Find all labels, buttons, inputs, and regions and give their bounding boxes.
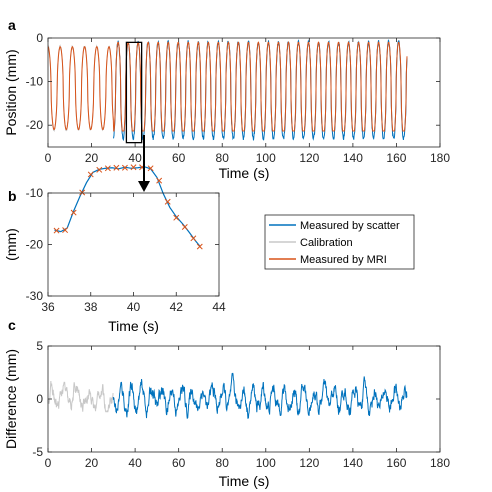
chart-b-zoom: 36 38 40 42 44 -30 -20 -10 Time (s) (mm)	[3, 164, 226, 334]
x-tick-label: 120	[299, 456, 319, 470]
x-tick-label: 60	[172, 456, 186, 470]
y-tick-label: -20	[26, 238, 44, 252]
legend-label-mri: Measured by MRI	[300, 254, 387, 266]
x-tick-label: 42	[170, 300, 184, 314]
point-mri	[190, 235, 197, 242]
x-axis-title: Time (s)	[219, 165, 270, 181]
x-tick-label: 44	[212, 300, 226, 314]
point-mri	[196, 243, 203, 250]
y-tick-label: 0	[36, 31, 43, 45]
y-tick-label: -10	[26, 75, 44, 89]
x-tick-label: 0	[45, 151, 52, 165]
zoom-box	[125, 41, 143, 144]
x-tick-label: 160	[386, 456, 406, 470]
x-tick-label: 80	[216, 151, 230, 165]
legend: Measured by scatter Calibration Measured…	[264, 214, 415, 270]
point-mri	[121, 164, 128, 171]
x-tick-label: 140	[343, 456, 363, 470]
x-tick-label: 100	[256, 151, 276, 165]
legend-label-calibration: Calibration	[300, 237, 353, 249]
point-mri	[104, 165, 111, 172]
x-tick-label: 0	[45, 456, 52, 470]
x-tick-label: 40	[128, 151, 142, 165]
y-axis-title: Difference (mm)	[3, 349, 19, 449]
series-line-mri	[48, 41, 408, 132]
x-tick-label: 100	[256, 456, 276, 470]
series-line-calibration	[47, 381, 114, 413]
y-tick-label: 5	[36, 339, 43, 353]
x-tick-label: 160	[386, 151, 406, 165]
y-axis-title: (mm)	[3, 228, 19, 261]
x-tick-label: 180	[430, 151, 450, 165]
series-line-scatter	[54, 166, 201, 247]
panel-label-b: b	[8, 188, 17, 204]
y-tick-label: -5	[32, 445, 43, 459]
x-tick-label: 140	[343, 151, 363, 165]
y-axis-title: Position (mm)	[3, 49, 19, 135]
point-mri	[53, 227, 60, 234]
x-tick-label: 40	[128, 456, 142, 470]
point-mri	[130, 164, 137, 171]
y-tick-label: 0	[36, 392, 43, 406]
point-mri	[164, 198, 171, 205]
x-tick-label: 36	[41, 300, 55, 314]
point-mri	[62, 227, 69, 234]
point-mri	[87, 171, 94, 178]
point-mri	[70, 209, 77, 216]
panel-label-c: c	[8, 317, 16, 333]
series-group-a	[48, 39, 408, 142]
x-tick-label: 20	[85, 151, 99, 165]
point-mri	[147, 165, 154, 172]
x-tick-label: 60	[172, 151, 186, 165]
y-tick-label: -30	[26, 289, 44, 303]
series-line-scatter	[112, 372, 408, 419]
point-mri	[156, 177, 163, 184]
zoom-arrow	[138, 135, 150, 192]
panel-label-a: a	[8, 17, 16, 33]
x-axis-title: Time (s)	[108, 318, 159, 334]
point-mri	[96, 166, 103, 173]
point-mri	[113, 164, 120, 171]
point-mri	[173, 214, 180, 221]
plot-frame	[47, 37, 441, 148]
chart-a-position: 0 20 40 60 80 100 120 140 160 180 -20 -10 0 Time (s) P…	[3, 31, 450, 181]
y-tick-label: -20	[26, 118, 44, 132]
plot-frame	[47, 192, 220, 297]
legend-label-scatter: Measured by scatter	[300, 220, 400, 232]
y-tick-label: -10	[26, 186, 44, 200]
x-tick-label: 20	[85, 456, 99, 470]
x-tick-label: 38	[84, 300, 98, 314]
point-mri	[79, 189, 86, 196]
x-tick-label: 120	[299, 151, 319, 165]
x-tick-label: 40	[127, 300, 141, 314]
point-mri	[181, 224, 188, 230]
x-tick-label: 180	[430, 456, 450, 470]
x-axis-title: Time (s)	[219, 473, 270, 489]
x-tick-label: 80	[216, 456, 230, 470]
